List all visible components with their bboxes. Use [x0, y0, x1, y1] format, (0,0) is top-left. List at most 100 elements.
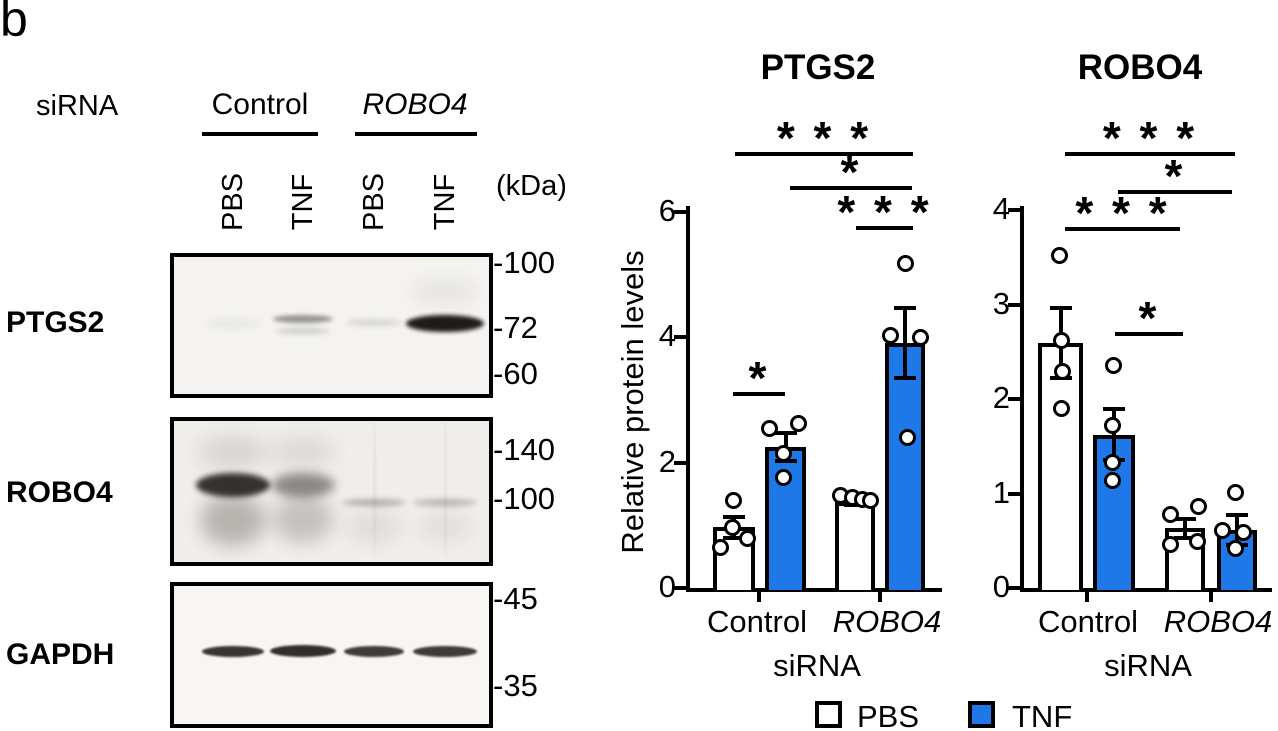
- error-bar-cap-top: [894, 305, 916, 310]
- y-tick: [674, 586, 686, 590]
- bar-robo4-pbs: [835, 502, 875, 590]
- x-axis-line: [1020, 588, 1272, 592]
- data-point: [1189, 532, 1206, 550]
- bar-robo4-tnf: [885, 342, 925, 590]
- error-bar-cap-top: [774, 431, 797, 436]
- blot-band: [413, 498, 477, 506]
- data-point: [882, 327, 899, 345]
- y-tick-label: 1: [992, 474, 1010, 510]
- kda-marker: -100: [493, 245, 556, 280]
- x-tick: [1085, 592, 1089, 602]
- chart-title-ptgs2: PTGS2: [760, 48, 876, 87]
- error-bar-cap-top: [1174, 517, 1196, 521]
- kda-marker: -140: [493, 432, 556, 467]
- sig-line: [1065, 227, 1180, 231]
- blot-band: [204, 318, 262, 328]
- kda-marker: -100: [493, 481, 556, 516]
- blot-band: [443, 420, 447, 558]
- data-point: [1052, 400, 1070, 418]
- blot-band: [271, 473, 335, 497]
- sig-line: [1065, 152, 1235, 156]
- x-group-label-control-1: Control: [707, 604, 807, 639]
- blot-image-ptgs2: [170, 253, 493, 398]
- blot-band: [346, 510, 402, 544]
- panel-label: b: [0, 0, 28, 47]
- data-point: [774, 469, 792, 487]
- blot-band: [344, 645, 404, 657]
- y-tick: [674, 209, 686, 214]
- blot-row-label-gapdh: GAPDH: [6, 638, 115, 671]
- x-tick: [878, 592, 882, 602]
- blot-band: [273, 495, 333, 543]
- data-point: [1104, 454, 1121, 472]
- error-bar-cap-top: [723, 514, 745, 519]
- sig-stars: * * *: [1075, 187, 1170, 239]
- blot-band: [410, 278, 480, 304]
- data-point: [739, 530, 756, 548]
- data-point: [1104, 472, 1121, 490]
- blot-band: [196, 473, 270, 497]
- blot-band: [372, 420, 376, 558]
- data-point: [760, 420, 778, 438]
- sig-line: [856, 226, 913, 230]
- robo4-group-underline: [355, 132, 477, 136]
- kda-unit-label: (kDa): [496, 170, 567, 202]
- data-point: [1105, 356, 1122, 374]
- sig-stars: *: [1138, 292, 1160, 344]
- kda-marker: -35: [493, 668, 538, 703]
- data-point: [724, 519, 741, 537]
- data-point: [1162, 506, 1179, 524]
- data-point: [912, 329, 929, 347]
- y-tick: [1008, 302, 1020, 307]
- blot-band: [346, 318, 402, 326]
- data-point: [1227, 540, 1244, 558]
- blot-row-label-robo4: ROBO4: [6, 476, 113, 509]
- sirna-group-robo4-label: ROBO4: [362, 88, 468, 121]
- blot-band: [418, 511, 472, 543]
- blot-band: [270, 645, 336, 657]
- error-bar-line: [1183, 519, 1187, 538]
- data-point: [789, 415, 807, 433]
- x-axis-sublabel-sirna-1: siRNA: [773, 648, 861, 683]
- error-bar-cap-bottom: [1174, 535, 1196, 540]
- legend-swatch-tnf: [968, 701, 995, 728]
- data-point: [1162, 535, 1179, 553]
- legend-swatch-pbs: [815, 701, 842, 728]
- sirna-group-control-label: Control: [211, 88, 309, 121]
- x-axis-line: [686, 588, 942, 592]
- y-tick: [674, 460, 686, 465]
- data-point: [899, 428, 916, 446]
- sig-stars: *: [840, 146, 862, 198]
- legend-label-tnf: TNF: [1012, 699, 1073, 731]
- data-point: [862, 492, 879, 510]
- blot-image-robo4: [170, 417, 493, 566]
- blot-band: [276, 328, 330, 334]
- y-tick-label: 0: [658, 569, 676, 604]
- y-tick: [674, 335, 686, 340]
- error-bar-cap-bottom: [894, 375, 916, 380]
- data-point: [1235, 524, 1252, 542]
- y-tick-label: 4: [992, 191, 1010, 226]
- y-tick: [1008, 491, 1020, 496]
- y-axis-line: [1020, 206, 1024, 592]
- data-point: [725, 492, 742, 510]
- sig-line: [1118, 190, 1232, 194]
- blot-row-label-ptgs2: PTGS2: [6, 306, 105, 339]
- y-tick: [1008, 208, 1020, 212]
- data-point: [1227, 483, 1244, 501]
- sig-stars: *: [1164, 150, 1186, 202]
- blot-band: [271, 438, 335, 466]
- error-bar-cap-top: [1103, 407, 1125, 412]
- legend-label-pbs: PBS: [857, 699, 920, 731]
- y-axis-label: Relative protein levels: [615, 250, 650, 554]
- blot-band: [198, 437, 268, 467]
- blot-band: [342, 498, 406, 506]
- sig-line: [735, 152, 913, 156]
- sig-stars: *: [748, 352, 770, 404]
- sig-line: [733, 392, 785, 396]
- error-bar-cap-bottom: [723, 535, 745, 540]
- y-tick-label: 0: [992, 569, 1010, 604]
- y-tick-label: 2: [658, 443, 676, 479]
- kda-marker: -60: [493, 356, 538, 391]
- lane-label-tnf-1: TNF: [287, 173, 319, 231]
